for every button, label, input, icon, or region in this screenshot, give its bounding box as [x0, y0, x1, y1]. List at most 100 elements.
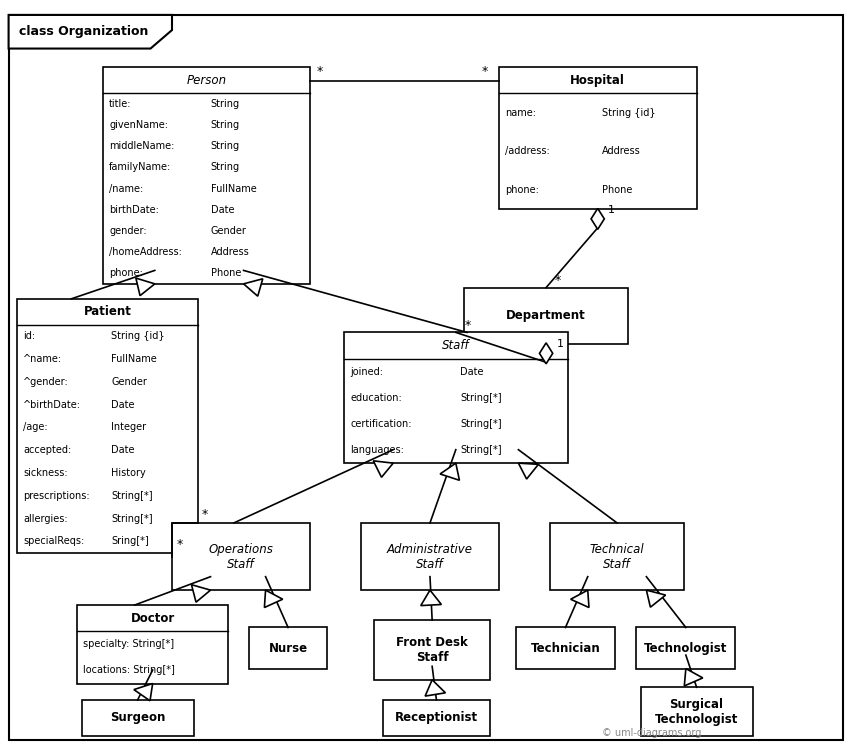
Text: *: * [555, 274, 561, 287]
Text: ^birthDate:: ^birthDate: [23, 400, 81, 409]
Text: String: String [211, 120, 240, 130]
Text: FullName: FullName [211, 184, 256, 193]
Text: phone:: phone: [505, 185, 538, 195]
Text: title:: title: [109, 99, 132, 109]
Text: String[*]: String[*] [460, 445, 502, 455]
FancyBboxPatch shape [103, 67, 310, 284]
Text: prescriptions:: prescriptions: [23, 491, 89, 500]
Polygon shape [192, 585, 211, 602]
Text: Sring[*]: Sring[*] [111, 536, 149, 546]
Text: Technician: Technician [531, 642, 600, 654]
Text: *: * [202, 509, 208, 521]
Text: *: * [316, 65, 322, 78]
FancyBboxPatch shape [77, 605, 228, 684]
Polygon shape [425, 680, 445, 696]
Text: History: History [111, 468, 146, 478]
Text: specialReqs:: specialReqs: [23, 536, 84, 546]
Text: allergies:: allergies: [23, 514, 68, 524]
Text: certification:: certification: [350, 419, 412, 429]
Polygon shape [440, 463, 459, 480]
Text: givenName:: givenName: [109, 120, 169, 130]
Polygon shape [136, 278, 155, 296]
FancyBboxPatch shape [172, 523, 310, 590]
Text: Gender: Gender [211, 226, 247, 236]
FancyBboxPatch shape [82, 700, 194, 736]
FancyBboxPatch shape [516, 627, 615, 669]
Text: locations: String[*]: locations: String[*] [83, 666, 175, 675]
Text: Gender: Gender [111, 377, 147, 387]
FancyBboxPatch shape [249, 627, 327, 669]
Text: String: String [211, 162, 240, 173]
Text: birthDate:: birthDate: [109, 205, 159, 215]
Text: String[*]: String[*] [460, 393, 502, 403]
Polygon shape [647, 590, 666, 607]
FancyBboxPatch shape [383, 700, 490, 736]
Text: String[*]: String[*] [111, 514, 153, 524]
Text: Phone: Phone [602, 185, 632, 195]
Text: Doctor: Doctor [131, 612, 175, 624]
Text: accepted:: accepted: [23, 445, 71, 455]
Text: Technical
Staff: Technical Staff [590, 542, 644, 571]
Text: Department: Department [507, 309, 586, 322]
Text: specialty: String[*]: specialty: String[*] [83, 639, 175, 649]
Text: Patient: Patient [83, 306, 132, 318]
Text: /homeAddress:: /homeAddress: [109, 247, 182, 257]
Text: Phone: Phone [211, 268, 241, 279]
Text: /name:: /name: [109, 184, 144, 193]
Text: Date: Date [460, 367, 484, 376]
Text: gender:: gender: [109, 226, 147, 236]
Text: Technologist: Technologist [644, 642, 728, 654]
Text: Person: Person [187, 74, 226, 87]
Text: education:: education: [350, 393, 402, 403]
FancyBboxPatch shape [636, 627, 735, 669]
Text: String: String [211, 141, 240, 152]
Text: Surgical
Technologist: Surgical Technologist [655, 698, 738, 725]
Polygon shape [373, 461, 393, 477]
Text: 1: 1 [608, 205, 615, 215]
Text: familyName:: familyName: [109, 162, 171, 173]
Text: middleName:: middleName: [109, 141, 175, 152]
Text: joined:: joined: [350, 367, 383, 376]
Text: String {id}: String {id} [111, 332, 165, 341]
Polygon shape [539, 343, 553, 364]
Polygon shape [134, 684, 153, 701]
Polygon shape [264, 590, 283, 607]
Text: FullName: FullName [111, 354, 157, 364]
FancyBboxPatch shape [344, 332, 568, 463]
Text: Staff: Staff [442, 339, 470, 352]
Polygon shape [591, 208, 605, 229]
Text: Date: Date [111, 400, 135, 409]
FancyBboxPatch shape [499, 67, 697, 209]
Text: Operations
Staff: Operations Staff [208, 542, 273, 571]
Text: Front Desk
Staff: Front Desk Staff [396, 636, 468, 664]
Text: /address:: /address: [505, 146, 550, 156]
Text: Administrative
Staff: Administrative Staff [387, 542, 473, 571]
FancyBboxPatch shape [17, 299, 198, 553]
Text: Nurse: Nurse [268, 642, 308, 654]
Text: Integer: Integer [111, 423, 146, 433]
Text: Address: Address [602, 146, 641, 156]
Text: name:: name: [505, 108, 536, 118]
Text: languages:: languages: [350, 445, 404, 455]
Text: Date: Date [211, 205, 234, 215]
Text: Hospital: Hospital [570, 74, 625, 87]
FancyBboxPatch shape [374, 620, 490, 680]
Text: Date: Date [111, 445, 135, 455]
FancyBboxPatch shape [9, 15, 843, 740]
Text: Receptionist: Receptionist [395, 711, 478, 725]
Polygon shape [571, 590, 589, 607]
Text: Address: Address [211, 247, 249, 257]
Text: /age:: /age: [23, 423, 48, 433]
Text: *: * [482, 65, 488, 78]
Polygon shape [685, 669, 703, 686]
Polygon shape [243, 279, 263, 296]
Text: String {id}: String {id} [602, 108, 655, 118]
Text: ^name:: ^name: [23, 354, 62, 364]
FancyBboxPatch shape [641, 687, 752, 736]
Text: © uml-diagrams.org: © uml-diagrams.org [602, 728, 702, 738]
Text: Surgeon: Surgeon [110, 711, 165, 725]
FancyBboxPatch shape [464, 288, 628, 344]
Text: class Organization: class Organization [19, 25, 148, 38]
Text: 1: 1 [556, 339, 563, 350]
Text: *: * [464, 319, 470, 332]
